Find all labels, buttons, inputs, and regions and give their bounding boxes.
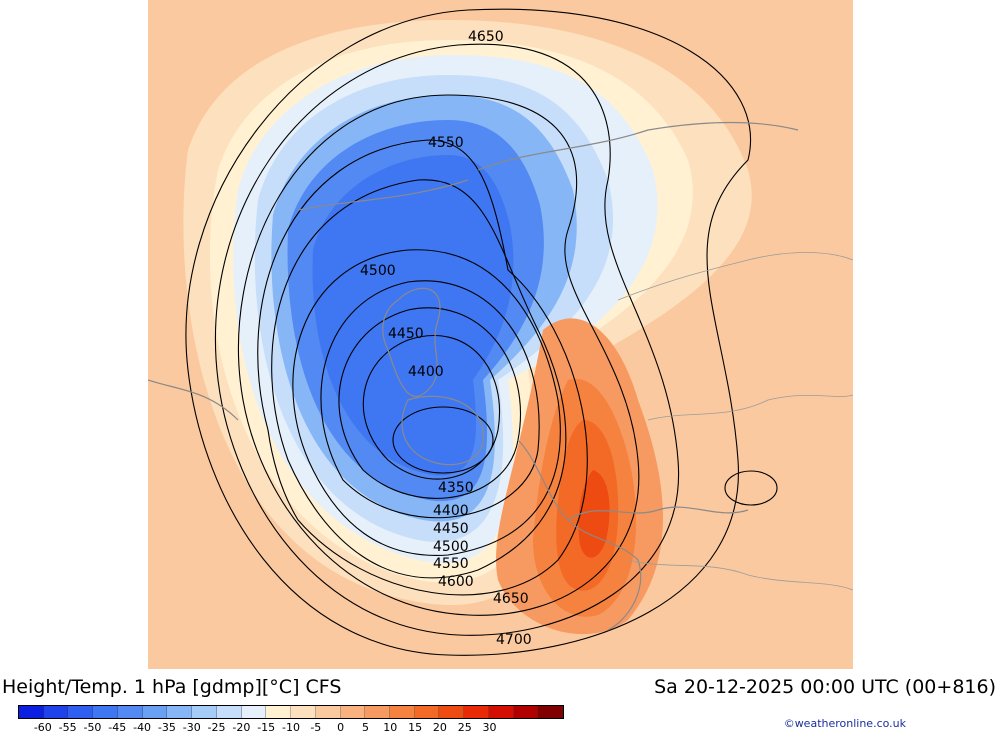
contour-label: 4350 xyxy=(438,480,474,496)
colorbar-swatch xyxy=(464,706,489,718)
colorbar-swatch xyxy=(340,706,366,718)
colorbar-tick-label: -50 xyxy=(83,721,102,734)
colorbar-tick-label: 5 xyxy=(361,721,369,734)
colorbar-tick-label: -60 xyxy=(33,721,52,734)
colorbar-swatch xyxy=(266,706,292,718)
contour-label: 4400 xyxy=(408,364,444,380)
credit-link[interactable]: ©weatheronline.co.uk xyxy=(783,717,906,730)
colorbar-tick-label: -35 xyxy=(157,721,176,734)
contour-label: 4500 xyxy=(433,539,469,555)
map-title: Height/Temp. 1 hPa [gdmp][°C] CFS xyxy=(2,676,342,698)
colorbar-swatch xyxy=(43,706,69,718)
colorbar-swatch xyxy=(117,706,143,718)
colorbar-tick-label: -55 xyxy=(58,721,77,734)
weather-map: 4650 4550 4500 4450 4400 4350 4400 4450 … xyxy=(148,0,853,669)
coastlines xyxy=(148,121,799,631)
colorbar-swatch xyxy=(439,706,465,718)
colorbar-swatch xyxy=(142,706,168,718)
colorbar-swatch xyxy=(93,706,118,718)
colorbar-tick-label: -10 xyxy=(282,721,300,734)
contour-label: 4450 xyxy=(433,521,469,537)
colorbar-swatch xyxy=(241,706,267,718)
contour-label: 4550 xyxy=(428,135,464,151)
colorbar-swatch xyxy=(315,706,341,718)
colorbar-swatch xyxy=(68,706,94,718)
colorbar-tick-label: 10 xyxy=(383,721,398,734)
colorbar-tick-label: 30 xyxy=(482,721,497,734)
contour-label: 4450 xyxy=(388,326,424,342)
colorbar-tick-label: -30 xyxy=(182,721,201,734)
colorbar-tick-label: -40 xyxy=(133,721,152,734)
colorbar-tick-label: 15 xyxy=(408,721,423,734)
valid-time: Sa 20-12-2025 00:00 UTC (00+816) xyxy=(654,676,996,698)
colorbar-tick-label: 25 xyxy=(457,721,472,734)
temperature-field-warm4 xyxy=(578,470,610,558)
colorbar-labels: -60 -55 -50 -45 -40 -35 -30 -25 -20 -15 -10 -5 0 5 10 1… xyxy=(18,721,564,734)
colorbar-swatch xyxy=(216,706,242,718)
contour-labels: 4650 4550 4500 4450 4400 4350 4400 4450 … xyxy=(360,29,532,648)
colorbar-swatch xyxy=(291,706,316,718)
colorbar-swatch xyxy=(513,706,539,718)
colorbar-tick-label: -20 xyxy=(232,721,251,734)
contour-label: 4500 xyxy=(360,263,396,279)
contour-label: 4400 xyxy=(433,503,469,519)
borders xyxy=(617,252,853,591)
colorbar-tick-label: -15 xyxy=(257,721,276,734)
contour-label: 4550 xyxy=(433,556,469,572)
colorbar-swatch xyxy=(365,706,391,718)
contour-label: 4650 xyxy=(493,591,529,607)
colorbar-swatch xyxy=(390,706,415,718)
colorbar-swatch xyxy=(414,706,440,718)
colorbar-tick-label: 0 xyxy=(337,721,345,734)
height-contours xyxy=(185,8,778,656)
temperature-field-blue4 xyxy=(312,155,514,476)
colorbar-swatch xyxy=(538,706,564,718)
colorbar-swatch xyxy=(192,706,217,718)
colorbar-swatch xyxy=(488,706,514,718)
colorbar-swatch xyxy=(167,706,193,718)
colorbar-tick-label: -5 xyxy=(310,721,322,734)
colorbar-tick-label: -45 xyxy=(108,721,127,734)
map-canvas: 4650 4550 4500 4450 4400 4350 4400 4450 … xyxy=(148,0,853,669)
contour-label: 4600 xyxy=(438,574,474,590)
contour-label: 4650 xyxy=(468,29,504,45)
colorbar xyxy=(18,705,564,719)
colorbar-swatch xyxy=(19,706,44,718)
colorbar-tick-label: -25 xyxy=(207,721,226,734)
colorbar-tick-label: 20 xyxy=(432,721,447,734)
contour-label: 4700 xyxy=(496,632,532,648)
